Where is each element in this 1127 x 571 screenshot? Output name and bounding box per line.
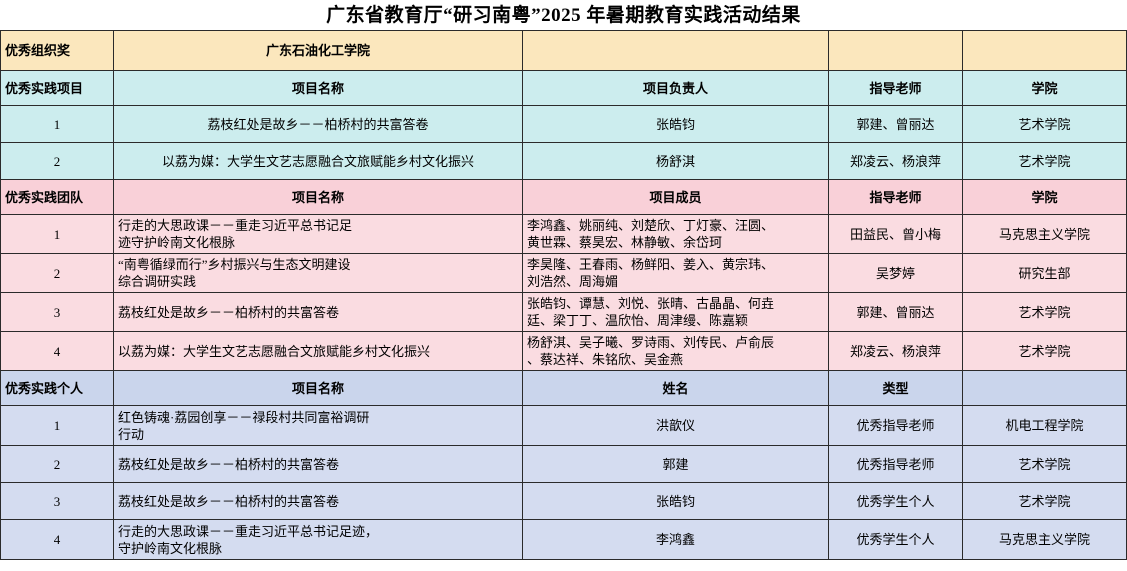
project-row-advisor: 郭建、曾丽达 xyxy=(828,105,963,143)
team-row-name: 荔枝红处是故乡－－柏桥村的共富答卷 xyxy=(113,292,523,332)
individual-row-project: 荔枝红处是故乡－－柏桥村的共富答卷 xyxy=(113,482,523,520)
individual-row-type: 优秀指导老师 xyxy=(828,405,963,446)
project-row-college: 艺术学院 xyxy=(962,142,1127,180)
individual-header-person: 姓名 xyxy=(522,370,829,406)
team-header-category: 优秀实践团队 xyxy=(0,179,114,215)
page-title: 广东省教育厅“研习南粤”2025 年暑期教育实践活动结果 xyxy=(326,5,801,26)
team-row-no: 2 xyxy=(0,253,114,293)
project-section-header-row: 优秀实践项目 项目名称 项目负责人 指导老师 学院 xyxy=(0,70,1127,106)
team-header-college: 学院 xyxy=(962,179,1127,215)
individual-row-type: 优秀学生个人 xyxy=(828,519,963,560)
project-header-category: 优秀实践项目 xyxy=(0,70,114,106)
individual-header-type: 类型 xyxy=(828,370,963,406)
team-row-name: 以荔为媒：大学生文艺志愿融合文旅赋能乡村文化振兴 xyxy=(113,331,523,371)
individual-row-name: 郭建 xyxy=(522,445,829,483)
team-row-name: 行走的大思政课－－重走习近平总书记足 迹守护岭南文化根脉 xyxy=(113,214,523,254)
project-row-advisor: 郑凌云、杨浪萍 xyxy=(828,142,963,180)
team-header-members: 项目成员 xyxy=(522,179,829,215)
organization-award-label: 优秀组织奖 xyxy=(0,30,114,71)
team-row-no: 4 xyxy=(0,331,114,371)
team-row-members: 张皓钧、谭慧、刘悦、张晴、古晶晶、何垚 廷、梁丁丁、温欣怡、周津缦、陈嘉颖 xyxy=(522,292,829,332)
individual-row-name: 张皓钧 xyxy=(522,482,829,520)
individual-row-college: 艺术学院 xyxy=(962,445,1127,483)
team-row-advisor: 田益民、曾小梅 xyxy=(828,214,963,254)
individual-row-no: 4 xyxy=(0,519,114,560)
project-row-leader: 张皓钧 xyxy=(522,105,829,143)
table-row: 2 “南粤循绿而行”乡村振兴与生态文明建设 综合调研实践 李昊隆、王春雨、杨鲜阳… xyxy=(0,253,1127,293)
individual-row-project: 行走的大思政课－－重走习近平总书记足迹， 守护岭南文化根脉 xyxy=(113,519,523,560)
individual-row-college: 艺术学院 xyxy=(962,482,1127,520)
individual-row-no: 2 xyxy=(0,445,114,483)
table-row: 1 荔枝红处是故乡－－柏桥村的共富答卷 张皓钧 郭建、曾丽达 艺术学院 xyxy=(0,105,1127,143)
team-row-advisor: 郭建、曾丽达 xyxy=(828,292,963,332)
project-row-name: 荔枝红处是故乡－－柏桥村的共富答卷 xyxy=(113,105,523,143)
individual-row-college: 机电工程学院 xyxy=(962,405,1127,446)
organization-empty-2 xyxy=(828,30,963,71)
team-row-no: 3 xyxy=(0,292,114,332)
project-row-college: 艺术学院 xyxy=(962,105,1127,143)
project-row-no: 1 xyxy=(0,105,114,143)
organization-row: 优秀组织奖 广东石油化工学院 xyxy=(0,30,1127,71)
results-table: 优秀组织奖 广东石油化工学院 优秀实践项目 项目名称 项目负责人 指导老师 学院… xyxy=(0,30,1127,560)
table-row: 4 以荔为媒：大学生文艺志愿融合文旅赋能乡村文化振兴 杨舒淇、吴子曦、罗诗雨、刘… xyxy=(0,331,1127,371)
team-row-members: 杨舒淇、吴子曦、罗诗雨、刘传民、卢俞辰 、蔡达祥、朱铭欣、吴金燕 xyxy=(522,331,829,371)
individual-header-name: 项目名称 xyxy=(113,370,523,406)
individual-row-type: 优秀指导老师 xyxy=(828,445,963,483)
team-row-advisor: 郑凌云、杨浪萍 xyxy=(828,331,963,371)
project-row-name: 以荔为媒：大学生文艺志愿融合文旅赋能乡村文化振兴 xyxy=(113,142,523,180)
table-row: 1 红色铸魂·荔园创享－－禄段村共同富裕调研 行动 洪歆仪 优秀指导老师 机电工… xyxy=(0,405,1127,446)
team-section-header-row: 优秀实践团队 项目名称 项目成员 指导老师 学院 xyxy=(0,179,1127,215)
team-row-name: “南粤循绿而行”乡村振兴与生态文明建设 综合调研实践 xyxy=(113,253,523,293)
table-row: 3 荔枝红处是故乡－－柏桥村的共富答卷 张皓钧 优秀学生个人 艺术学院 xyxy=(0,482,1127,520)
table-row: 1 行走的大思政课－－重走习近平总书记足 迹守护岭南文化根脉 李鸿鑫、姚丽纯、刘… xyxy=(0,214,1127,254)
individual-row-type: 优秀学生个人 xyxy=(828,482,963,520)
project-row-no: 2 xyxy=(0,142,114,180)
individual-section-header-row: 优秀实践个人 项目名称 姓名 类型 xyxy=(0,370,1127,406)
team-row-members: 李鸿鑫、姚丽纯、刘楚欣、丁灯豪、汪圆、 黄世霖、蔡昊宏、林静敏、余岱珂 xyxy=(522,214,829,254)
team-row-no: 1 xyxy=(0,214,114,254)
table-row: 2 以荔为媒：大学生文艺志愿融合文旅赋能乡村文化振兴 杨舒淇 郑凌云、杨浪萍 艺… xyxy=(0,142,1127,180)
individual-header-category: 优秀实践个人 xyxy=(0,370,114,406)
individual-row-college: 马克思主义学院 xyxy=(962,519,1127,560)
project-header-name: 项目名称 xyxy=(113,70,523,106)
organization-empty-1 xyxy=(522,30,829,71)
individual-row-no: 1 xyxy=(0,405,114,446)
team-header-advisor: 指导老师 xyxy=(828,179,963,215)
team-row-college: 艺术学院 xyxy=(962,331,1127,371)
table-row: 2 荔枝红处是故乡－－柏桥村的共富答卷 郭建 优秀指导老师 艺术学院 xyxy=(0,445,1127,483)
individual-row-project: 荔枝红处是故乡－－柏桥村的共富答卷 xyxy=(113,445,523,483)
project-header-leader: 项目负责人 xyxy=(522,70,829,106)
team-row-college: 马克思主义学院 xyxy=(962,214,1127,254)
organization-empty-3 xyxy=(962,30,1127,71)
individual-row-name: 洪歆仪 xyxy=(522,405,829,446)
project-header-college: 学院 xyxy=(962,70,1127,106)
team-row-college: 艺术学院 xyxy=(962,292,1127,332)
project-row-leader: 杨舒淇 xyxy=(522,142,829,180)
individual-row-project: 红色铸魂·荔园创享－－禄段村共同富裕调研 行动 xyxy=(113,405,523,446)
individual-header-empty xyxy=(962,370,1127,406)
team-row-members: 李昊隆、王春雨、杨鲜阳、姜入、黄宗玮、 刘浩然、周海媚 xyxy=(522,253,829,293)
organization-institution: 广东石油化工学院 xyxy=(113,30,523,71)
individual-row-name: 李鸿鑫 xyxy=(522,519,829,560)
team-row-advisor: 吴梦婷 xyxy=(828,253,963,293)
team-header-name: 项目名称 xyxy=(113,179,523,215)
individual-row-no: 3 xyxy=(0,482,114,520)
project-header-advisor: 指导老师 xyxy=(828,70,963,106)
table-row: 3 荔枝红处是故乡－－柏桥村的共富答卷 张皓钧、谭慧、刘悦、张晴、古晶晶、何垚 … xyxy=(0,292,1127,332)
team-row-college: 研究生部 xyxy=(962,253,1127,293)
table-row: 4 行走的大思政课－－重走习近平总书记足迹， 守护岭南文化根脉 李鸿鑫 优秀学生… xyxy=(0,519,1127,560)
